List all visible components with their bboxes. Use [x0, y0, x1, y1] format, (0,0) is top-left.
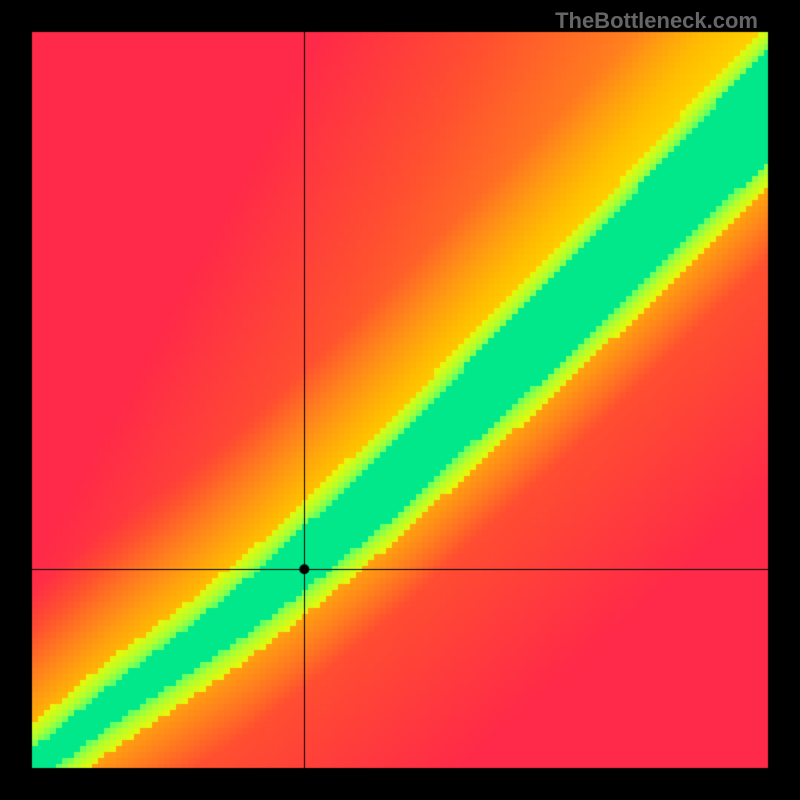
chart-container: TheBottleneck.com	[0, 0, 800, 800]
watermark-text: TheBottleneck.com	[555, 8, 758, 34]
bottleneck-heatmap	[0, 0, 800, 800]
